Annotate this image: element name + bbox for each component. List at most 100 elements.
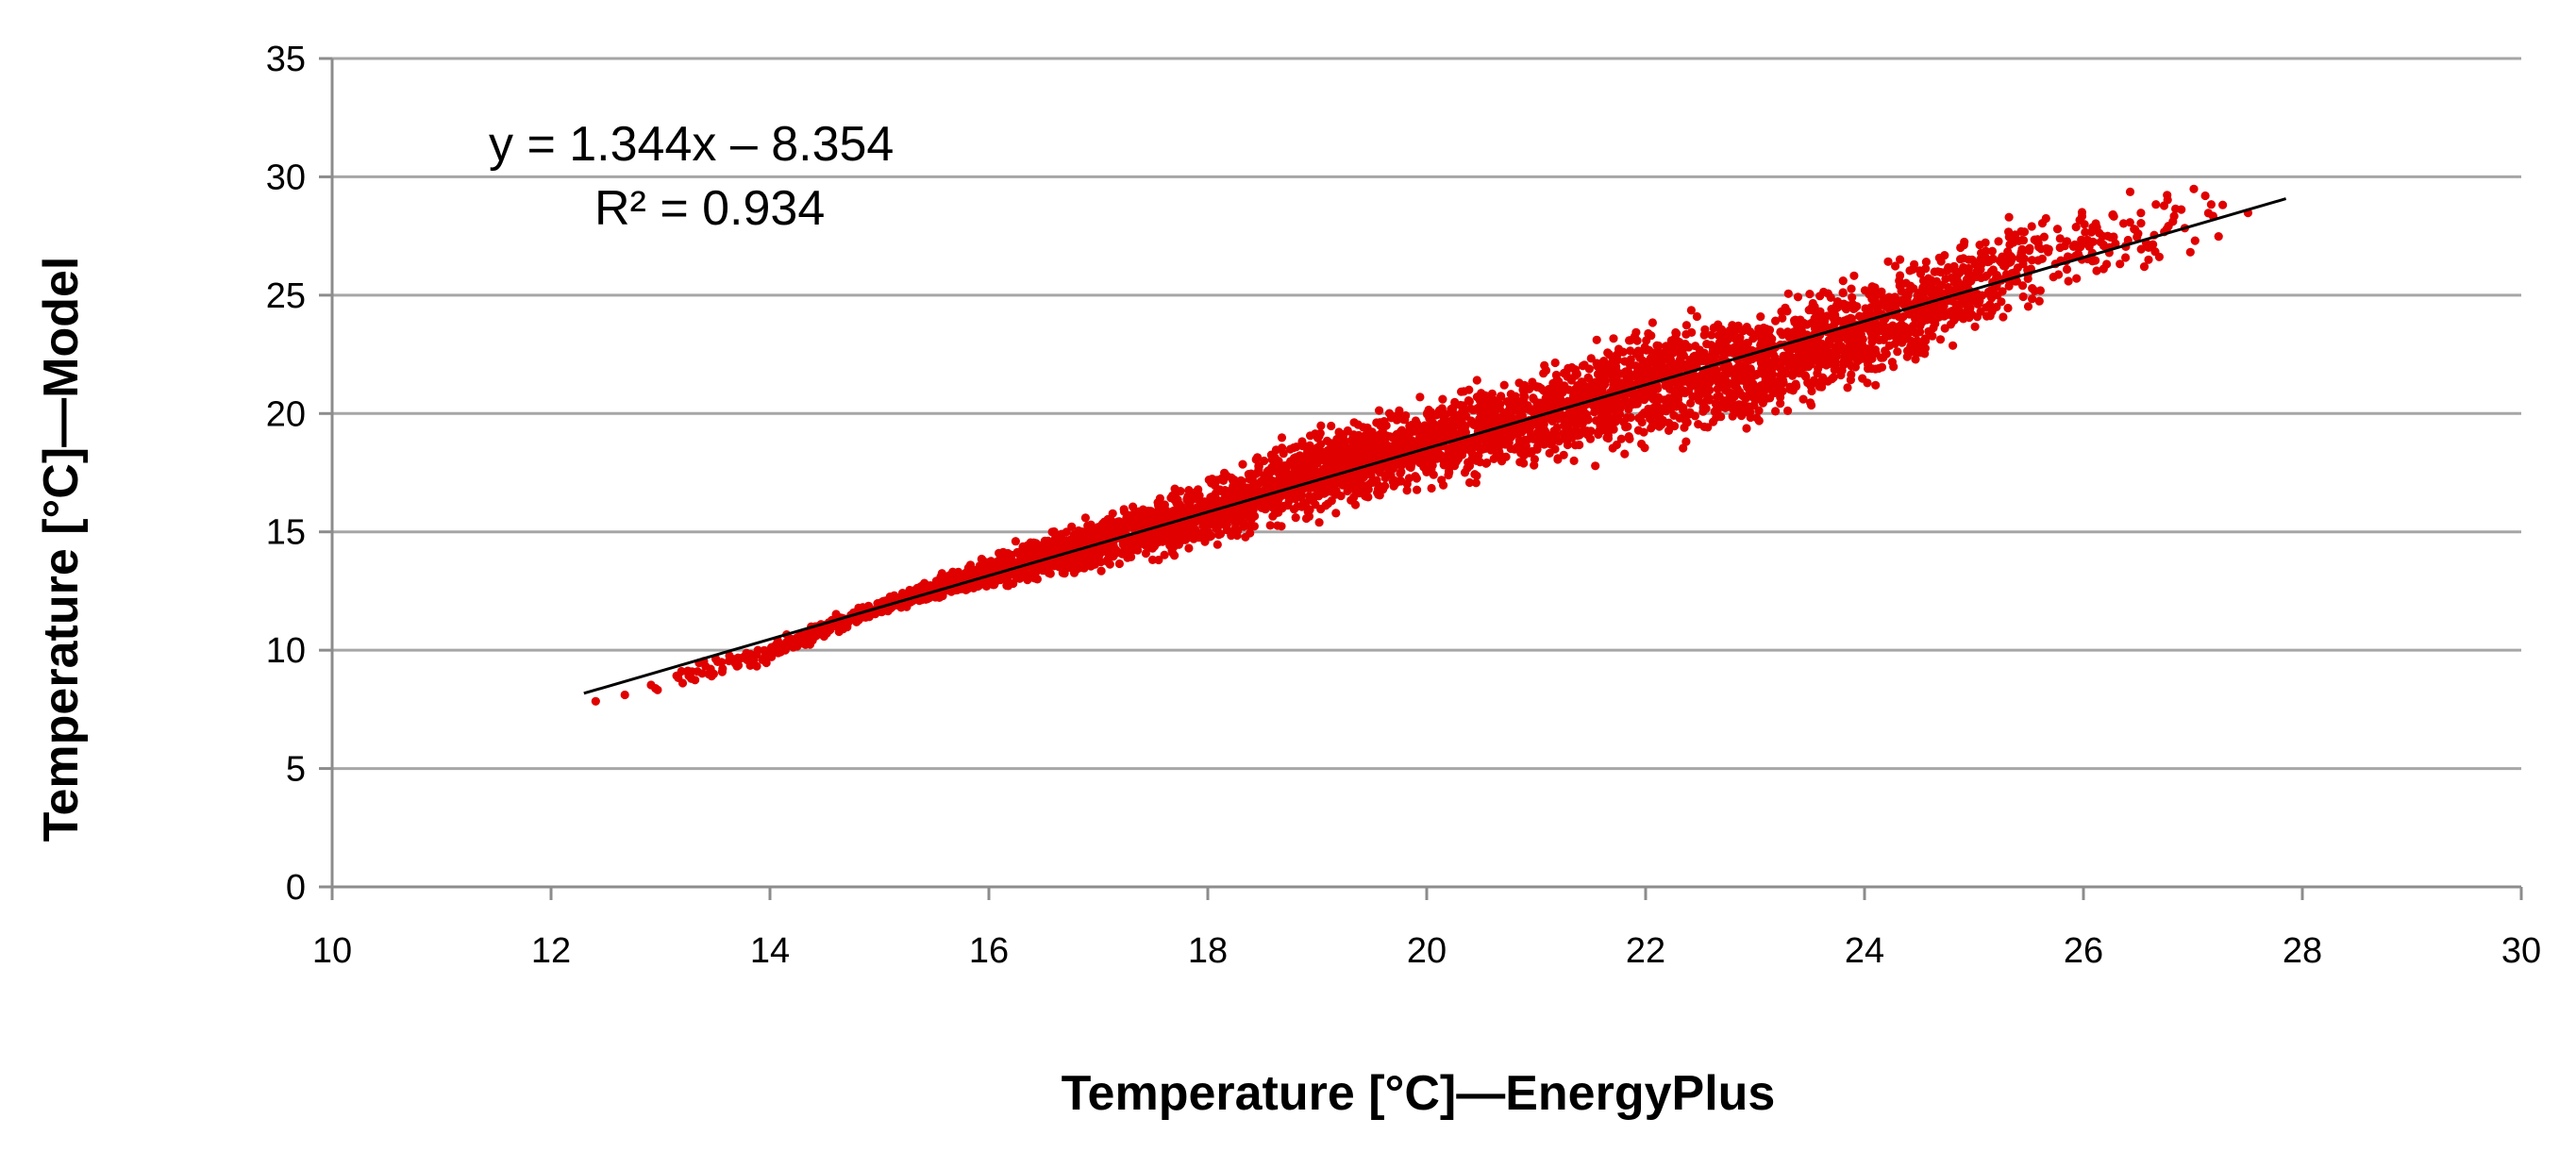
data-point bbox=[1763, 326, 1771, 334]
data-point bbox=[1373, 488, 1381, 496]
data-point bbox=[1438, 395, 1447, 404]
data-point bbox=[1625, 435, 1633, 443]
data-point bbox=[1669, 411, 1678, 420]
data-point bbox=[1153, 532, 1162, 541]
data-point bbox=[1619, 348, 1628, 357]
data-point bbox=[1734, 389, 1743, 397]
data-point bbox=[979, 567, 988, 576]
data-point bbox=[1799, 395, 1808, 404]
data-point bbox=[1747, 367, 1755, 376]
data-point bbox=[1631, 370, 1640, 378]
data-point bbox=[1905, 287, 1914, 295]
data-point bbox=[1331, 509, 1340, 517]
data-point bbox=[1826, 357, 1834, 365]
data-point bbox=[1529, 393, 1537, 402]
data-point bbox=[2078, 212, 2086, 221]
data-point bbox=[1904, 350, 1913, 359]
data-point bbox=[1465, 461, 1474, 470]
data-point bbox=[2063, 265, 2071, 274]
data-point bbox=[2072, 275, 2081, 283]
data-point bbox=[1649, 351, 1658, 359]
data-point bbox=[2024, 302, 2032, 310]
data-point bbox=[2144, 256, 2152, 264]
data-point bbox=[1304, 508, 1313, 516]
data-point bbox=[1457, 388, 1465, 396]
data-point bbox=[1816, 321, 1825, 329]
data-point bbox=[1533, 445, 1542, 454]
data-point bbox=[592, 697, 600, 706]
data-point bbox=[1827, 293, 1835, 302]
data-point bbox=[2108, 210, 2116, 219]
data-point bbox=[1004, 579, 1012, 588]
data-point bbox=[1758, 394, 1766, 403]
data-point bbox=[1405, 474, 1413, 482]
data-point bbox=[2204, 209, 2213, 217]
data-point bbox=[1349, 493, 1358, 502]
data-point bbox=[1648, 392, 1656, 400]
data-point bbox=[1184, 493, 1193, 501]
data-point bbox=[1778, 314, 1786, 323]
data-point bbox=[1728, 333, 1736, 342]
data-point bbox=[1464, 396, 1473, 405]
data-point bbox=[824, 626, 832, 634]
data-point bbox=[2017, 248, 2026, 257]
data-point bbox=[1229, 481, 1238, 490]
data-point bbox=[1513, 397, 1521, 406]
data-point bbox=[1989, 255, 1998, 263]
data-point bbox=[1690, 372, 1698, 380]
data-point bbox=[1669, 393, 1678, 402]
data-point bbox=[2070, 241, 2079, 249]
data-point bbox=[1593, 336, 1601, 344]
data-point bbox=[1971, 323, 1980, 331]
data-point bbox=[1549, 426, 1558, 435]
data-point bbox=[1661, 364, 1669, 373]
data-point bbox=[1449, 412, 1458, 421]
data-point bbox=[1156, 494, 1164, 503]
data-point bbox=[1877, 324, 1885, 332]
data-point bbox=[1268, 455, 1277, 463]
data-point bbox=[1877, 288, 1885, 296]
data-point bbox=[2186, 248, 2195, 257]
data-point bbox=[1916, 288, 1925, 296]
data-point bbox=[1965, 264, 1973, 273]
data-point bbox=[2034, 242, 2043, 251]
data-point bbox=[1351, 500, 1360, 509]
data-point bbox=[1817, 349, 1826, 358]
data-point bbox=[1792, 382, 1800, 391]
data-point bbox=[2087, 228, 2096, 237]
data-point bbox=[1382, 441, 1391, 449]
data-point bbox=[1621, 368, 1630, 376]
data-point bbox=[1813, 369, 1821, 377]
data-point bbox=[2191, 237, 2200, 245]
data-point bbox=[1474, 451, 1482, 459]
data-point bbox=[1877, 354, 1885, 362]
data-point bbox=[1423, 410, 1431, 419]
data-point bbox=[1602, 433, 1611, 442]
data-point bbox=[1967, 310, 1976, 319]
data-point bbox=[1909, 326, 1917, 335]
data-point bbox=[1403, 486, 1412, 494]
data-point bbox=[1093, 551, 1101, 559]
data-point bbox=[1088, 531, 1096, 540]
data-point bbox=[2103, 232, 2112, 241]
data-point bbox=[832, 609, 841, 618]
data-point bbox=[1429, 461, 1437, 470]
data-point bbox=[2136, 219, 2145, 227]
data-point bbox=[1292, 513, 1300, 522]
data-point bbox=[1163, 533, 1171, 542]
data-point bbox=[1235, 516, 1244, 525]
data-point bbox=[1638, 357, 1647, 365]
data-point bbox=[1998, 253, 2006, 261]
data-point bbox=[1097, 567, 1106, 576]
data-point bbox=[1500, 432, 1509, 441]
data-point bbox=[1858, 375, 1866, 383]
data-point bbox=[2042, 214, 2050, 223]
data-point bbox=[1161, 551, 1169, 559]
data-point bbox=[1564, 386, 1573, 394]
data-point bbox=[1628, 400, 1636, 409]
data-point bbox=[1882, 302, 1890, 310]
data-point bbox=[920, 580, 928, 589]
data-point bbox=[1174, 534, 1182, 543]
data-point bbox=[1982, 303, 1990, 311]
